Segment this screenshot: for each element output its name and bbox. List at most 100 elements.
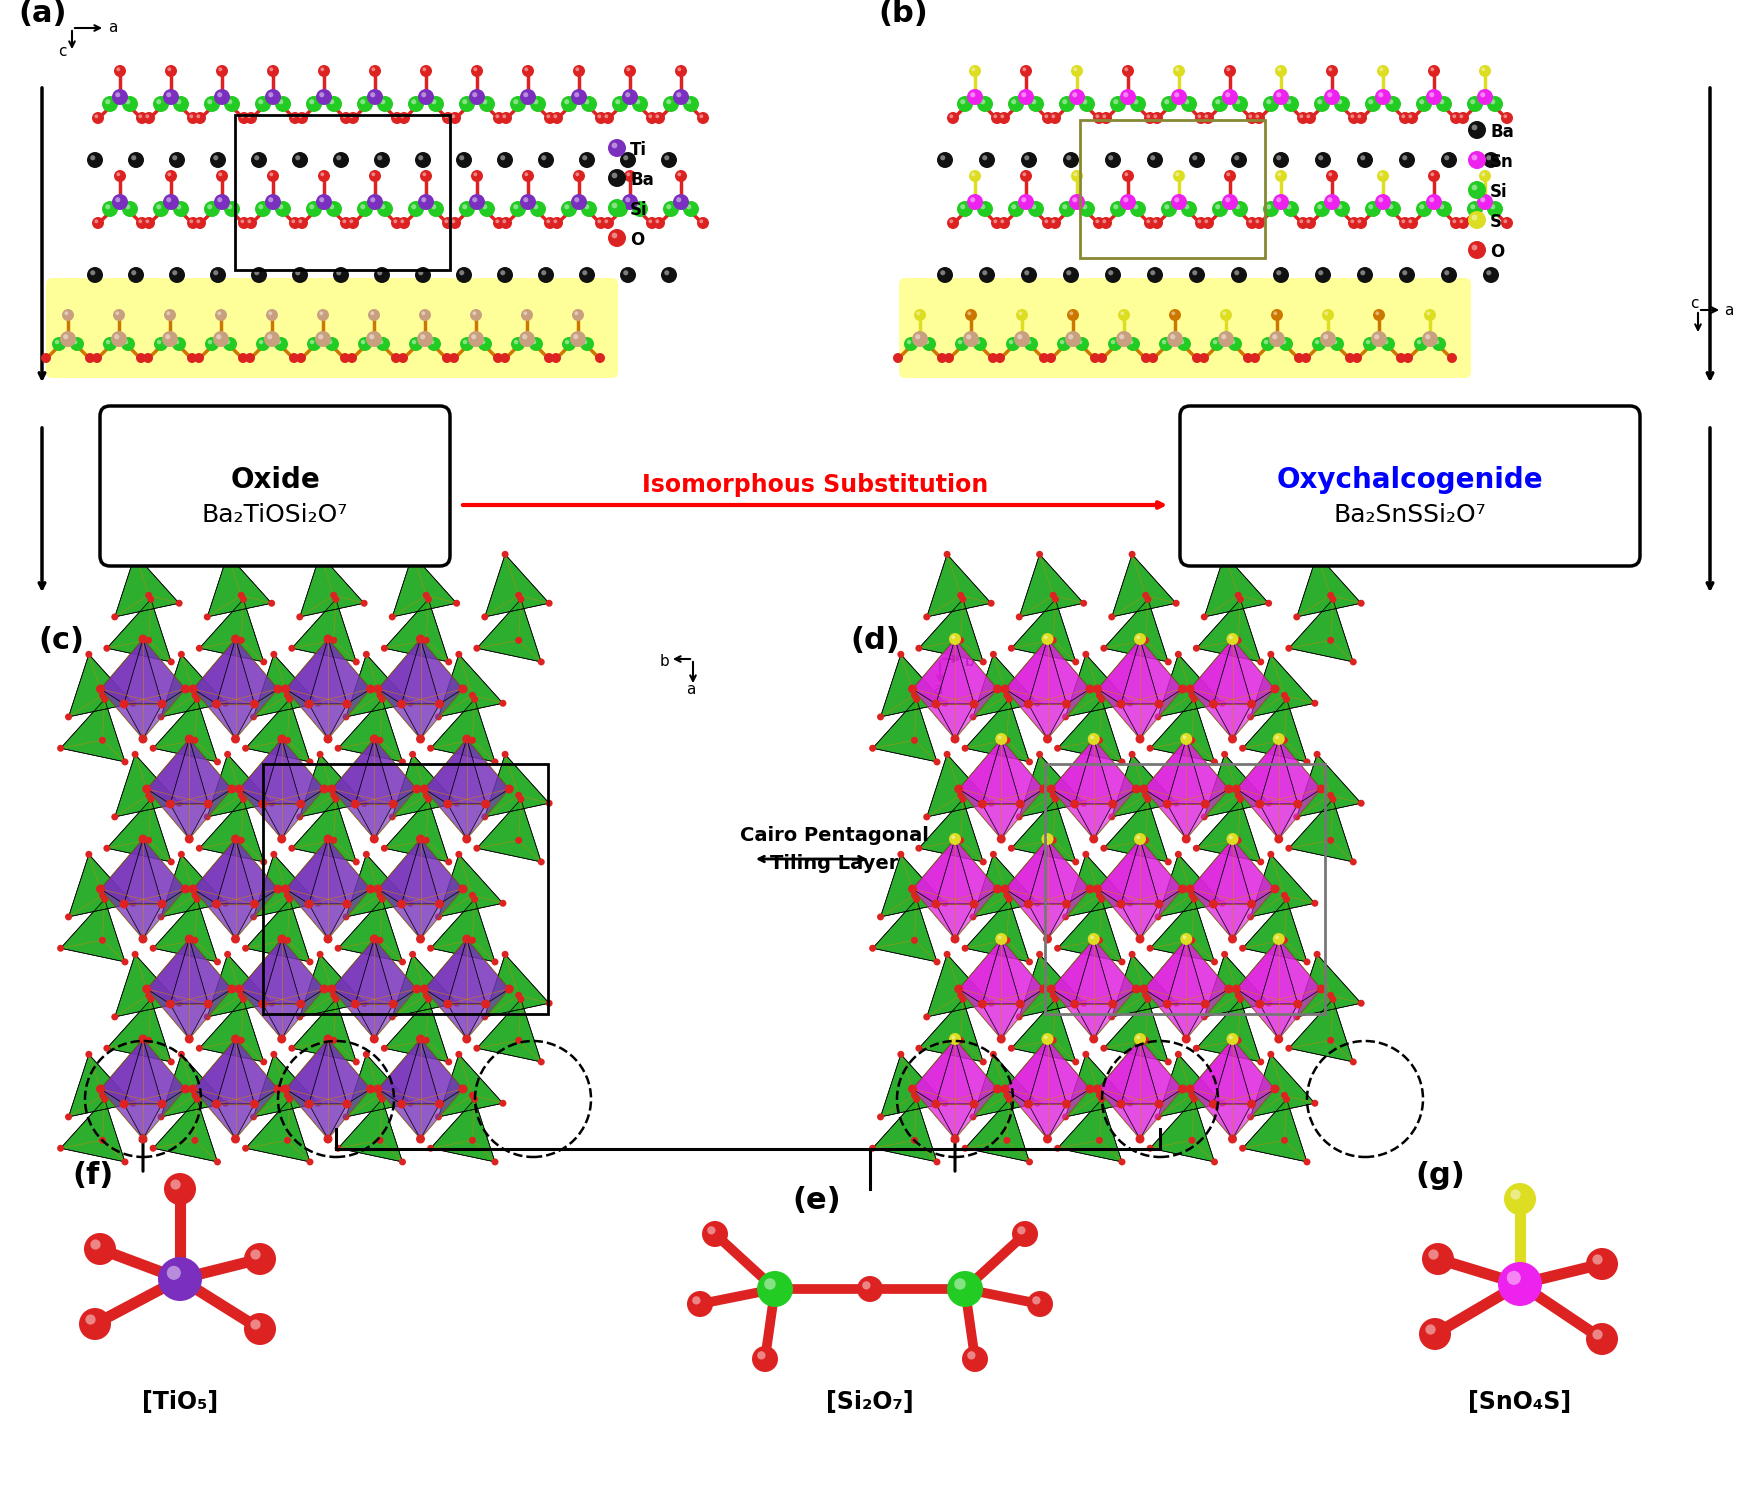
Circle shape [369, 170, 381, 182]
Polygon shape [1001, 938, 1045, 1005]
Circle shape [242, 945, 249, 952]
Circle shape [977, 96, 992, 111]
Circle shape [320, 68, 324, 71]
Circle shape [1471, 155, 1478, 161]
Circle shape [1151, 217, 1163, 229]
Circle shape [1111, 96, 1126, 111]
Circle shape [911, 1092, 918, 1099]
Circle shape [1219, 1099, 1226, 1107]
Circle shape [425, 596, 432, 603]
Circle shape [1182, 735, 1186, 740]
Circle shape [444, 114, 447, 119]
Circle shape [106, 340, 110, 344]
Circle shape [317, 550, 324, 558]
Polygon shape [1029, 904, 1067, 938]
Polygon shape [1233, 639, 1274, 704]
Polygon shape [1158, 854, 1222, 917]
Circle shape [545, 1000, 552, 1006]
Circle shape [298, 220, 303, 223]
Circle shape [329, 99, 334, 104]
Circle shape [1227, 934, 1238, 943]
Circle shape [1144, 596, 1151, 603]
Circle shape [1250, 353, 1260, 362]
Circle shape [468, 937, 475, 945]
Polygon shape [286, 839, 327, 904]
Circle shape [268, 197, 273, 203]
Circle shape [254, 96, 272, 111]
Polygon shape [1012, 599, 1076, 662]
Circle shape [1358, 1000, 1365, 1006]
Circle shape [1116, 699, 1125, 708]
Circle shape [1353, 353, 1361, 362]
Circle shape [1346, 353, 1354, 362]
Polygon shape [308, 639, 346, 704]
Polygon shape [286, 1089, 327, 1139]
Polygon shape [333, 990, 374, 1039]
Circle shape [1323, 89, 1341, 105]
Circle shape [966, 194, 984, 211]
Circle shape [524, 311, 528, 316]
Circle shape [376, 1092, 383, 1099]
Polygon shape [146, 738, 190, 805]
Circle shape [1271, 308, 1283, 320]
Circle shape [700, 220, 703, 223]
Circle shape [286, 896, 292, 902]
Text: c: c [57, 44, 66, 59]
Polygon shape [190, 990, 232, 1039]
Circle shape [423, 1036, 430, 1044]
Circle shape [178, 1051, 185, 1057]
Circle shape [207, 99, 212, 104]
Circle shape [994, 220, 998, 223]
Circle shape [214, 194, 230, 211]
Circle shape [343, 713, 350, 720]
Circle shape [1586, 1324, 1617, 1355]
Circle shape [501, 550, 508, 558]
Circle shape [1311, 899, 1318, 907]
Circle shape [1328, 173, 1332, 176]
Circle shape [1403, 353, 1414, 362]
Circle shape [1274, 734, 1283, 743]
Circle shape [1100, 217, 1112, 229]
Circle shape [1142, 591, 1149, 599]
Circle shape [662, 152, 677, 168]
Circle shape [172, 271, 178, 275]
Circle shape [1212, 1158, 1219, 1166]
Polygon shape [282, 938, 324, 1005]
Polygon shape [160, 1054, 225, 1117]
Circle shape [117, 68, 120, 71]
Circle shape [1234, 991, 1241, 999]
Circle shape [1219, 331, 1234, 347]
Polygon shape [912, 639, 956, 704]
Circle shape [1314, 750, 1321, 758]
Circle shape [931, 1099, 940, 1108]
Circle shape [192, 892, 198, 899]
Polygon shape [1191, 889, 1233, 938]
Circle shape [1182, 1035, 1191, 1044]
Circle shape [104, 205, 110, 209]
Polygon shape [912, 839, 956, 904]
Text: c: c [1691, 296, 1699, 311]
Circle shape [963, 1346, 987, 1372]
Circle shape [1184, 99, 1189, 104]
Circle shape [212, 155, 218, 161]
Circle shape [517, 596, 524, 603]
Circle shape [1133, 833, 1146, 845]
Circle shape [1227, 1134, 1238, 1143]
Circle shape [1052, 596, 1059, 603]
Text: (a): (a) [17, 0, 66, 29]
Circle shape [992, 684, 1003, 693]
Circle shape [1126, 337, 1140, 350]
Circle shape [937, 353, 947, 362]
Circle shape [167, 311, 171, 316]
Polygon shape [171, 805, 209, 839]
Polygon shape [153, 899, 218, 963]
Circle shape [514, 99, 519, 104]
Circle shape [1140, 353, 1151, 362]
Polygon shape [1104, 999, 1168, 1062]
Polygon shape [1151, 699, 1215, 763]
Circle shape [961, 945, 968, 952]
Circle shape [423, 591, 430, 599]
Polygon shape [1140, 1089, 1182, 1139]
Text: Si: Si [1490, 183, 1508, 202]
Circle shape [111, 614, 118, 621]
